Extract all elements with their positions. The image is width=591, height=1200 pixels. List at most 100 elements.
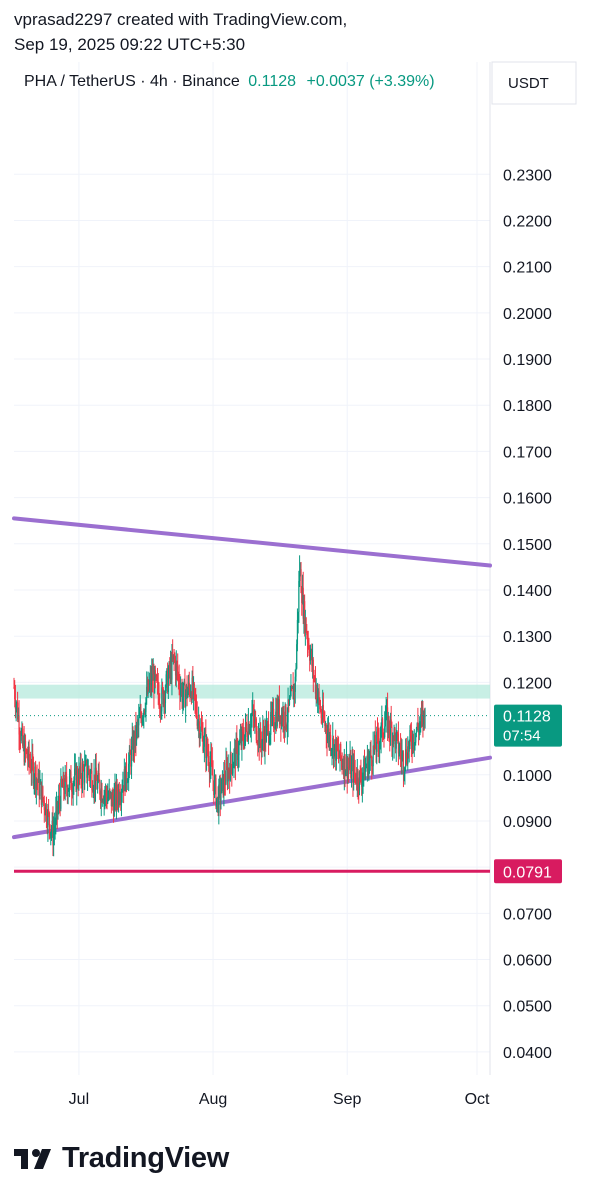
candle-body <box>117 789 120 803</box>
candle-body <box>355 773 357 782</box>
currency-label[interactable]: USDT <box>508 75 549 92</box>
candle-body <box>158 693 160 707</box>
candle-body <box>336 739 338 750</box>
candle-body <box>226 763 228 767</box>
candle-body <box>167 669 169 693</box>
candle-body <box>423 710 425 716</box>
candle-body <box>55 811 57 826</box>
candle-body <box>276 704 278 727</box>
candle-body <box>422 712 424 725</box>
candle-body <box>220 792 222 801</box>
candle-body <box>211 763 213 776</box>
candle-body <box>104 794 106 796</box>
candle-body <box>150 676 152 687</box>
candle-body <box>379 742 381 750</box>
candle-body <box>334 739 336 745</box>
candle-body <box>293 686 295 700</box>
candle-body <box>161 687 164 689</box>
candle-body <box>362 773 364 780</box>
candle-body <box>241 729 243 746</box>
candle-body <box>278 699 281 722</box>
candle-body <box>335 739 337 761</box>
candle-body <box>410 735 412 746</box>
candle-body <box>292 686 294 700</box>
candle-body <box>225 763 227 784</box>
candle-body <box>398 752 400 754</box>
candle-body <box>329 735 331 743</box>
candle-body <box>242 732 244 742</box>
candle-body <box>358 770 361 791</box>
candle-body <box>92 789 94 792</box>
candle-body <box>170 663 172 680</box>
candle-body <box>180 686 182 690</box>
candle-body <box>52 820 54 846</box>
candle-body <box>331 749 333 751</box>
candle-body <box>218 784 220 813</box>
candle-body <box>293 686 296 692</box>
candle-body <box>213 779 216 796</box>
candle-body <box>313 676 315 678</box>
candle-body <box>189 688 191 696</box>
candle-body <box>278 699 280 717</box>
candle-body <box>115 786 117 806</box>
candle-body <box>186 685 188 698</box>
candle-body <box>101 788 103 802</box>
candle-body <box>156 675 158 681</box>
candle-body <box>27 757 29 761</box>
candle-body <box>287 699 289 723</box>
candle-body <box>386 707 388 709</box>
candle-body <box>355 781 358 785</box>
candle-body <box>105 789 107 796</box>
candle-body <box>63 790 66 794</box>
y-tick-label: 0.2000 <box>503 306 552 323</box>
candle-body <box>307 642 309 644</box>
candle-body <box>24 741 27 751</box>
symbol-legend[interactable]: PHA / TetherUS · 4h · Binance 0.1128 +0.… <box>24 73 435 91</box>
candle-body <box>320 710 322 719</box>
y-tick-label: 0.0700 <box>503 906 552 923</box>
candle-body <box>141 717 143 724</box>
candle-body <box>40 781 43 805</box>
candle-body <box>418 727 420 733</box>
candle-body <box>38 773 40 796</box>
candle-body <box>86 760 88 778</box>
candle-body <box>341 759 343 767</box>
candle-body <box>424 715 426 717</box>
candle-body <box>413 742 415 746</box>
candle-body <box>42 786 44 799</box>
candle-body <box>275 711 277 728</box>
candle-body <box>87 768 89 775</box>
candle-body <box>94 767 97 790</box>
candle-body <box>391 726 393 746</box>
candle-body <box>236 739 238 742</box>
candle-body <box>206 740 208 753</box>
candle-body <box>171 654 173 680</box>
candle-body <box>121 791 123 793</box>
candle-body <box>257 743 259 745</box>
candle-body <box>146 686 149 694</box>
candle-body <box>53 828 55 831</box>
candle-body <box>271 710 273 718</box>
candle-body <box>192 683 195 695</box>
candle-body <box>231 764 233 774</box>
candle-body <box>262 731 264 741</box>
candle-body <box>107 797 110 799</box>
candle-body <box>146 686 148 699</box>
candle-body <box>314 676 317 694</box>
candle-body <box>354 772 356 774</box>
candle-body <box>367 754 369 776</box>
candle-body <box>229 754 231 781</box>
candle-body <box>337 749 340 757</box>
candle-body <box>401 754 403 760</box>
candle-body <box>300 569 302 593</box>
candle-body <box>306 632 308 636</box>
candle-body <box>191 677 193 701</box>
candle-body <box>301 592 303 604</box>
candle-body <box>162 688 164 705</box>
candle-body <box>383 736 385 738</box>
candle-body <box>394 733 397 749</box>
candle-body <box>22 741 24 746</box>
candle-body <box>266 723 268 726</box>
candle-body <box>386 707 389 733</box>
